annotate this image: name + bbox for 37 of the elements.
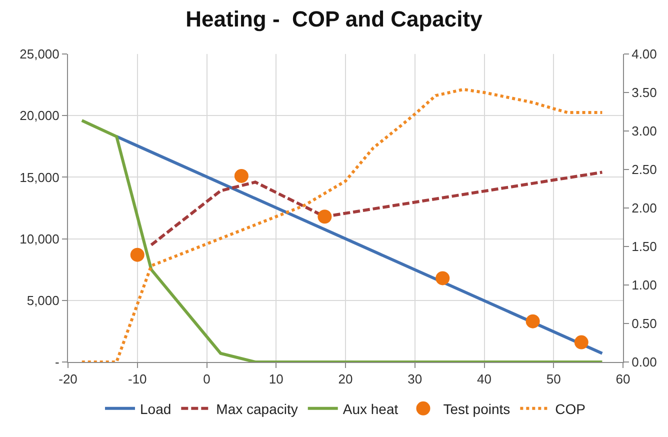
y2-tick-label: 3.50 (632, 85, 657, 100)
y-tick-label: - (55, 354, 60, 370)
y-tick-label: 20,000 (20, 108, 60, 124)
point (318, 210, 332, 224)
x-tick-label: 30 (408, 372, 422, 387)
chart-title: Heating - COP and Capacity (186, 6, 484, 32)
line-series (150, 170, 604, 246)
legend-label: Max capacity (216, 400, 298, 417)
y2-tick-label: 1.00 (632, 278, 657, 293)
legend-label: COP (555, 400, 586, 417)
y2-tick-label: 0.50 (632, 316, 657, 332)
x-tick-label: 60 (616, 372, 630, 387)
point (234, 168, 248, 183)
x-tick-label: 50 (546, 372, 561, 387)
legend-label: Test points (443, 400, 510, 417)
x-tick-label: 10 (268, 372, 284, 387)
point (130, 248, 144, 262)
x-tick-label: -10 (128, 372, 147, 387)
point (526, 314, 540, 328)
x-tick-label: 40 (477, 372, 492, 387)
y-tick-label: 10,000 (20, 231, 60, 246)
y2-tick-label: 4.00 (632, 46, 657, 62)
x-tick-label: 20 (338, 372, 353, 387)
point (574, 335, 588, 350)
y-tick-label: 25,000 (20, 46, 60, 62)
x-tick-label: -20 (58, 372, 78, 387)
point (436, 271, 450, 286)
legend-label: Load (140, 400, 172, 417)
y2-tick-label: 2.50 (632, 162, 657, 178)
x-tick-label: 0 (203, 372, 210, 387)
y2-tick-label: 1.50 (632, 239, 657, 254)
y-tick-label: 5,000 (26, 292, 60, 308)
y2-tick-label: 0.00 (632, 354, 657, 370)
legend-label: Aux heat (342, 400, 398, 417)
y-tick-label: 15,000 (20, 170, 60, 185)
y2-tick-label: 2.00 (632, 200, 657, 216)
y2-tick-label: 3.00 (632, 124, 657, 139)
